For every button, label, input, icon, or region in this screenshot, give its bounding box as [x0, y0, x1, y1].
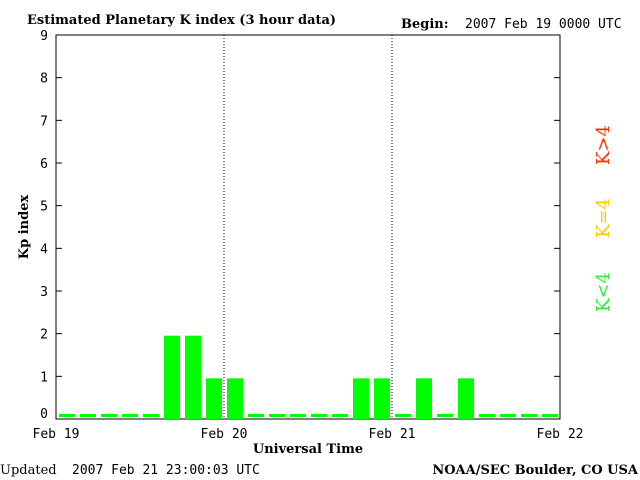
begin-label: Begin:	[401, 17, 449, 32]
kp-bar	[122, 414, 138, 417]
y-tick-label: 0	[40, 407, 48, 422]
updated-value: 2007 Feb 21 23:00:03 UTC	[72, 463, 260, 478]
x-tick-label: Feb 21	[369, 427, 416, 442]
y-tick-label: 5	[40, 200, 48, 215]
kp-bar	[248, 414, 264, 417]
kp-bar	[500, 414, 516, 417]
y-tick-label: 4	[40, 242, 48, 257]
kp-bar	[59, 414, 75, 417]
kp-bar	[269, 414, 285, 417]
kp-bar	[206, 378, 222, 419]
kp-bar	[437, 414, 453, 417]
y-axis-ticks: 0 1 2 3 4 5 6 7 8 9	[40, 29, 560, 422]
begin-value: 2007 Feb 19 0000 UTC	[465, 17, 622, 32]
plot-frame	[55, 34, 561, 420]
day-separator-lines	[223, 35, 393, 419]
updated-label: Updated	[0, 463, 57, 478]
kp-bar	[395, 414, 411, 417]
y-tick-label: 9	[40, 29, 48, 44]
legend: K>4 K=4 K<4	[593, 125, 614, 312]
legend-item: K<4	[593, 272, 614, 312]
kp-bar	[521, 414, 537, 417]
chart-title: Estimated Planetary K index (3 hour data…	[27, 13, 336, 28]
kp-bar	[332, 414, 348, 417]
kp-bar	[311, 414, 327, 417]
legend-item: K=4	[593, 198, 614, 238]
bar-series	[59, 335, 558, 419]
x-axis-label: Universal Time	[253, 442, 363, 457]
kp-bar	[164, 335, 180, 419]
y-tick-label: 2	[40, 328, 48, 343]
kp-bar	[416, 378, 432, 419]
x-tick-label: Feb 20	[201, 427, 248, 442]
x-tick-label: Feb 19	[33, 427, 80, 442]
kp-bar	[101, 414, 117, 417]
kp-bar	[185, 335, 201, 419]
legend-item: K>4	[593, 125, 614, 165]
y-tick-label: 1	[40, 370, 48, 385]
kp-bar	[80, 414, 96, 417]
x-tick-label: Feb 22	[537, 427, 584, 442]
y-tick-label: 3	[40, 285, 48, 300]
x-axis-ticks: Feb 19 Feb 20 Feb 21 Feb 22	[33, 427, 584, 442]
kp-bar	[374, 378, 390, 419]
kp-bar	[290, 414, 306, 417]
kp-bar	[143, 414, 159, 417]
kp-bar	[227, 378, 243, 419]
y-tick-label: 6	[40, 157, 48, 172]
y-tick-label: 8	[40, 72, 48, 87]
y-axis-label: Kp index	[17, 195, 32, 260]
kp-bar	[458, 378, 474, 419]
kp-bar	[542, 414, 558, 417]
kp-bar	[479, 414, 495, 417]
source-credit: NOAA/SEC Boulder, CO USA	[432, 463, 639, 478]
kp-bar	[353, 378, 369, 419]
y-tick-label: 7	[40, 114, 48, 129]
